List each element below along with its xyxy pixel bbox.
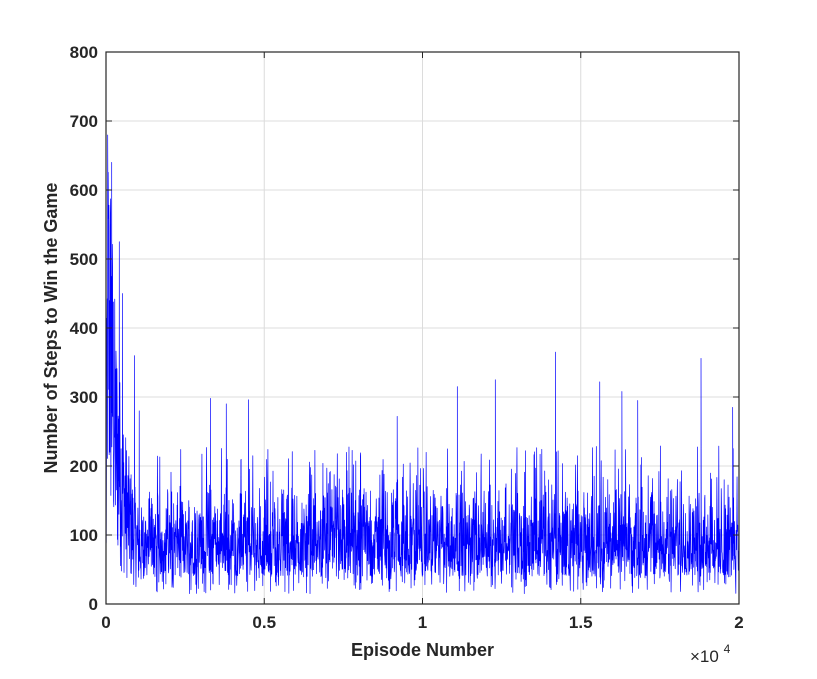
- y-tick-label: 200: [70, 457, 98, 476]
- y-tick-label: 0: [89, 595, 98, 614]
- y-axis-label: Number of Steps to Win the Game: [41, 183, 61, 474]
- y-tick-label: 100: [70, 526, 98, 545]
- x-tick-label: 0.5: [252, 613, 276, 632]
- x-axis-exponent-label: ×10 4: [690, 642, 731, 666]
- y-tick-label: 500: [70, 250, 98, 269]
- x-tick-label: 1: [418, 613, 427, 632]
- y-tick-label: 400: [70, 319, 98, 338]
- y-axis-ticks: 0 100 200 300 400 500 600 700 800: [70, 43, 739, 614]
- x-exponent-power: 4: [724, 642, 731, 656]
- y-tick-label: 600: [70, 181, 98, 200]
- y-tick-label: 800: [70, 43, 98, 62]
- x-tick-label: 1.5: [569, 613, 593, 632]
- x-axis-label: Episode Number: [351, 640, 494, 660]
- x-exponent-base: ×10: [690, 647, 719, 666]
- x-tick-label: 2: [734, 613, 743, 632]
- steps-line: [105, 134, 740, 594]
- x-axis-ticks: 0 0.5 1 1.5 2: [101, 52, 744, 632]
- x-tick-label: 0: [101, 613, 110, 632]
- y-tick-label: 700: [70, 112, 98, 131]
- steps-series: [105, 134, 740, 594]
- y-tick-label: 300: [70, 388, 98, 407]
